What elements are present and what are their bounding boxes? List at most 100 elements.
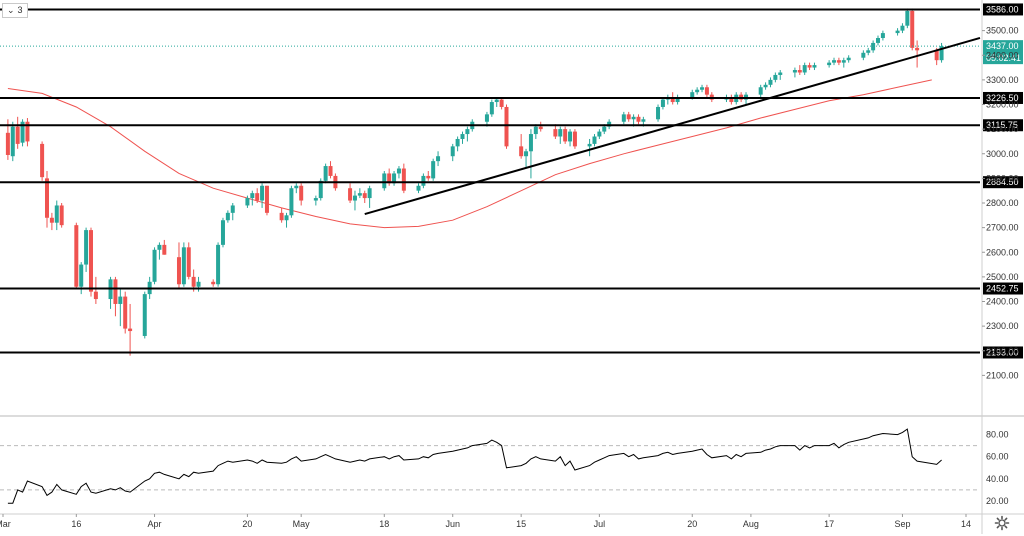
candle-body xyxy=(284,215,289,221)
candle xyxy=(123,291,128,334)
candle-body xyxy=(915,47,920,51)
gear-icon[interactable] xyxy=(994,515,1010,531)
candle-body xyxy=(382,173,387,189)
candle xyxy=(54,200,59,231)
candle xyxy=(704,84,709,98)
candle-body xyxy=(900,25,905,31)
candle-body xyxy=(812,65,817,68)
last-price-label: 3437.00 xyxy=(986,41,1019,51)
candle xyxy=(220,217,225,248)
candle-body xyxy=(245,198,250,206)
last-price-bg xyxy=(983,40,1023,65)
candle xyxy=(40,141,45,181)
candle xyxy=(250,190,255,206)
level-label-bg xyxy=(983,91,1023,104)
candle xyxy=(142,291,147,339)
candle-body xyxy=(910,10,915,48)
candle-body xyxy=(10,126,15,157)
candle-body xyxy=(348,188,353,201)
price-tick-label: 2300.00 xyxy=(986,321,1019,331)
candle xyxy=(841,57,846,68)
trendline-line[interactable] xyxy=(364,36,981,216)
candle xyxy=(499,97,504,110)
horizontal-levels[interactable]: 3586.00 3226.50 3115.75 2884.50 2452.75 2193.… xyxy=(0,3,1023,359)
candle xyxy=(876,35,881,46)
price-tick-label: 3300.00 xyxy=(986,75,1019,85)
candle xyxy=(162,239,167,255)
candle-body xyxy=(328,166,333,176)
candle xyxy=(656,104,661,122)
candle-body xyxy=(79,264,84,287)
candle xyxy=(279,207,284,223)
price-axis[interactable]: 2100.00 2200.00 2300.00 2400.00 2500.00 2600.… xyxy=(981,0,1019,534)
candle xyxy=(695,87,700,95)
price-tick-label: 2400.00 xyxy=(986,297,1019,307)
candle xyxy=(431,158,436,181)
candle-body xyxy=(128,328,133,332)
candle xyxy=(118,289,123,327)
candle xyxy=(905,8,910,29)
candle xyxy=(700,84,705,93)
interval-selector[interactable]: ⌄ 3 xyxy=(2,3,28,18)
candle xyxy=(313,195,318,206)
candle xyxy=(597,129,602,139)
price-tick-label: 2100.00 xyxy=(986,370,1019,380)
candle xyxy=(181,242,186,287)
candle xyxy=(572,129,577,149)
candle xyxy=(807,62,812,71)
candle-body xyxy=(54,205,59,223)
candle xyxy=(827,60,832,68)
candle-body xyxy=(768,79,773,85)
candle xyxy=(915,40,920,68)
candle-body xyxy=(827,62,832,66)
candle xyxy=(455,136,460,152)
candle xyxy=(563,126,568,144)
candle-body xyxy=(357,193,362,196)
candle-body xyxy=(626,114,631,120)
candle-body xyxy=(352,195,357,201)
candle xyxy=(108,276,113,309)
level-label: 3226.50 xyxy=(986,93,1019,103)
candle xyxy=(328,161,333,179)
candle-body xyxy=(5,132,10,155)
candle-body xyxy=(59,205,64,226)
candle-body xyxy=(225,212,230,221)
candle-body xyxy=(876,38,881,43)
time-axis[interactable]: Mar 16 Apr 20 May 18 Jun 15 Jul 20 Aug 17 Sep 14 xyxy=(0,514,971,529)
candle-body xyxy=(299,185,304,201)
candle-body xyxy=(533,126,538,135)
candle-body xyxy=(220,220,225,245)
candle-body xyxy=(186,247,191,277)
candle xyxy=(846,55,851,63)
candle-body xyxy=(905,10,910,26)
time-tick-label: 14 xyxy=(961,519,971,529)
candle-body xyxy=(494,99,499,103)
candle xyxy=(264,185,269,216)
candle-body xyxy=(587,143,592,147)
candle xyxy=(25,118,30,147)
candle xyxy=(450,143,455,162)
candle-body xyxy=(499,99,504,107)
candle-body xyxy=(142,294,147,336)
candle xyxy=(832,57,837,66)
candle xyxy=(607,119,612,130)
candle-body xyxy=(704,87,709,95)
candle-body xyxy=(416,185,421,191)
candle xyxy=(866,47,871,56)
candle xyxy=(797,65,802,75)
candle xyxy=(636,114,641,125)
candle-body xyxy=(436,156,441,162)
grid xyxy=(0,415,1024,515)
candle xyxy=(113,276,118,317)
trendline[interactable] xyxy=(364,36,981,216)
candle xyxy=(392,170,397,186)
rsi-line xyxy=(7,428,942,504)
candle xyxy=(230,203,235,221)
candle xyxy=(621,111,626,125)
candle xyxy=(74,222,79,290)
candle-body xyxy=(118,296,123,304)
time-tick-label: May xyxy=(293,519,311,529)
candle-body xyxy=(74,225,79,287)
candle xyxy=(10,121,15,162)
